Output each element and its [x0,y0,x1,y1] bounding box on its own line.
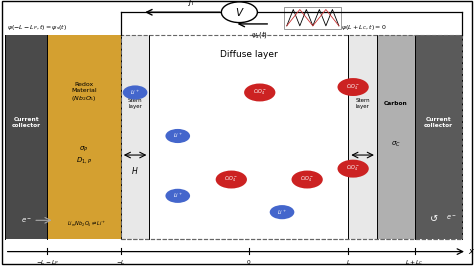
Bar [47,35,121,239]
Text: $Li^+$: $Li^+$ [277,208,287,217]
Text: $-L - L_P$: $-L - L_P$ [36,258,59,267]
Text: $H$: $H$ [131,165,139,175]
Text: $\psi_s(t)$: $\psi_s(t)$ [251,29,268,39]
Bar [284,7,341,29]
Bar [121,35,149,239]
Bar [5,35,47,239]
Text: Stern
layer: Stern layer [128,98,142,109]
Text: $ClO_4^-$: $ClO_4^-$ [300,175,314,184]
Text: Current
collector: Current collector [11,117,41,128]
Text: Diffuse layer: Diffuse layer [220,50,278,59]
Text: $Li^+$: $Li^+$ [173,132,183,140]
Circle shape [292,171,323,188]
Text: $Li^+$: $Li^+$ [173,191,183,200]
Text: $V$: $V$ [235,6,244,18]
Circle shape [165,129,190,143]
Bar [149,35,348,239]
Circle shape [270,205,294,219]
Text: $\circlearrowleft$: $\circlearrowleft$ [428,213,439,222]
Circle shape [221,2,257,23]
Text: $L + L_C$: $L + L_C$ [405,258,424,267]
Text: $ClO_4^-$: $ClO_4^-$ [346,82,360,92]
Circle shape [337,78,369,96]
Text: $Li^+$: $Li^+$ [130,88,140,97]
Text: Stern
layer: Stern layer [356,98,370,109]
Text: $\sigma_C$: $\sigma_C$ [391,140,401,149]
Circle shape [244,84,275,101]
Bar [377,35,415,239]
Circle shape [165,189,190,203]
Circle shape [123,85,147,100]
Text: $\sigma_P$
$D_{1,P}$: $\sigma_P$ $D_{1,P}$ [76,145,92,165]
Text: $H$: $H$ [359,165,366,175]
Text: $L$: $L$ [346,258,351,266]
Bar [121,35,462,239]
Text: $x$: $x$ [468,247,474,256]
Circle shape [216,171,247,188]
Text: $e^-$: $e^-$ [446,213,456,222]
Text: Carbon: Carbon [384,101,408,106]
Text: $e^-$: $e^-$ [20,216,32,225]
Bar [348,35,377,239]
Text: $j_T$: $j_T$ [188,0,196,8]
Text: $Li_mNb_2O_5 \rightleftharpoons Li^+$: $Li_mNb_2O_5 \rightleftharpoons Li^+$ [67,220,106,229]
Bar [415,35,462,239]
Text: $\psi(-L - L_P, t) = \psi_s(t)$: $\psi(-L - L_P, t) = \psi_s(t)$ [7,23,67,32]
Text: Current
collector: Current collector [424,117,453,128]
Text: $\psi(L + L_C, t) = 0$: $\psi(L + L_C, t) = 0$ [341,23,387,32]
Text: $ClO_4^-$: $ClO_4^-$ [253,88,267,97]
Text: $ClO_4^-$: $ClO_4^-$ [346,164,360,173]
Text: $ClO_4^-$: $ClO_4^-$ [224,175,238,184]
Circle shape [337,160,369,178]
Text: $0$: $0$ [246,258,252,266]
Text: Redox
Material
$(Nb_2O_5)$: Redox Material $(Nb_2O_5)$ [71,82,97,103]
Text: $-L$: $-L$ [116,258,126,266]
